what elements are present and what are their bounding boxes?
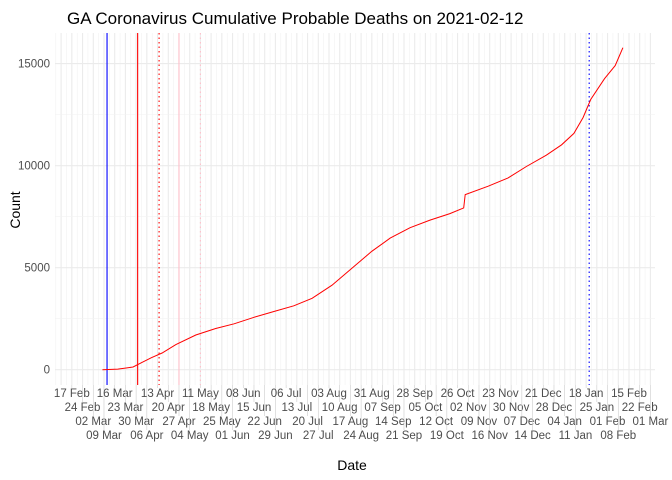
x-tick-label: 26 Oct: [441, 388, 476, 400]
x-tick-label: 24 Feb: [65, 402, 101, 414]
x-tick-label: 15 Feb: [611, 388, 647, 400]
x-tick-label: 16 Mar: [97, 388, 133, 400]
x-tick-label: 23 Mar: [108, 402, 144, 414]
y-tick-label: 15000: [18, 59, 50, 71]
x-tick-label: 12 Oct: [419, 416, 454, 428]
x-axis-ticks: 17 Feb 24 Feb 02 Mar 09 Mar 16 Mar 23 Mar 30 M…: [54, 385, 669, 442]
x-tick-label: 28 Sep: [396, 388, 432, 400]
y-tick-label: 5000: [24, 263, 50, 275]
x-tick-label: 30 Mar: [118, 416, 154, 428]
y-tick-label: 10000: [18, 161, 50, 173]
grid: [55, 33, 655, 385]
x-tick-label: 22 Jun: [247, 416, 282, 428]
y-tick-label: 0: [44, 365, 50, 377]
x-tick-label: 28 Dec: [536, 402, 573, 414]
x-tick-label: 03 Aug: [311, 388, 347, 400]
reference-lines: [106, 33, 590, 385]
x-tick-label: 14 Sep: [375, 416, 411, 428]
x-tick-label: 21 Sep: [386, 430, 422, 442]
x-tick-label: 15 Jun: [237, 402, 272, 414]
x-tick-label: 23 Nov: [482, 388, 519, 400]
x-tick-label: 09 Nov: [461, 416, 498, 428]
x-tick-label: 20 Jul: [292, 416, 323, 428]
x-tick-label: 04 Jan: [547, 416, 582, 428]
x-tick-label: 22 Feb: [622, 402, 658, 414]
x-tick-label: 24 Aug: [343, 430, 379, 442]
x-tick-label: 11 Jan: [559, 430, 593, 442]
x-tick-label: 02 Nov: [450, 402, 487, 414]
chart-title: GA Coronavirus Cumulative Probable Death…: [67, 9, 523, 28]
x-tick-label: 17 Aug: [332, 416, 368, 428]
x-tick-label: 01 Feb: [590, 416, 626, 428]
x-tick-label: 10 Aug: [322, 402, 358, 414]
x-tick-label: 29 Jun: [258, 430, 293, 442]
x-tick-label: 07 Sep: [364, 402, 400, 414]
x-tick-label: 18 May: [192, 402, 230, 414]
x-tick-label: 01 Jun: [215, 430, 250, 442]
x-axis-title: Date: [337, 457, 367, 473]
x-tick-label: 13 Apr: [141, 388, 174, 400]
x-tick-label: 02 Mar: [75, 416, 111, 428]
x-tick-label: 08 Jun: [226, 388, 261, 400]
x-tick-label: 25 May: [203, 416, 241, 428]
x-tick-label: 11 May: [182, 388, 219, 400]
x-tick-label: 27 Apr: [162, 416, 195, 428]
x-tick-label: 21 Dec: [525, 388, 562, 400]
x-tick-label: 18 Jan: [569, 388, 604, 400]
x-tick-label: 25 Jan: [580, 402, 615, 414]
x-tick-label: 19 Oct: [430, 430, 465, 442]
x-tick-label: 09 Mar: [86, 430, 122, 442]
x-tick-label: 01 Mar: [633, 416, 669, 428]
series-line: [102, 47, 624, 371]
x-tick-label: 16 Nov: [471, 430, 508, 442]
x-tick-label: 30 Nov: [493, 402, 530, 414]
y-axis-ticks: 0 5000 10000 15000: [18, 59, 50, 377]
y-axis-title: Count: [7, 191, 23, 228]
x-tick-label: 13 Jul: [281, 402, 312, 414]
x-tick-label: 08 Feb: [600, 430, 636, 442]
x-tick-label: 05 Oct: [408, 402, 443, 414]
x-tick-label: 06 Apr: [130, 430, 163, 442]
x-tick-label: 04 May: [171, 430, 209, 442]
x-tick-label: 14 Dec: [514, 430, 551, 442]
x-tick-label: 07 Dec: [504, 416, 541, 428]
x-tick-label: 31 Aug: [354, 388, 390, 400]
x-tick-label: 20 Apr: [152, 402, 185, 414]
x-tick-label: 06 Jul: [271, 388, 302, 400]
x-tick-label: 27 Jul: [303, 430, 334, 442]
x-tick-label: 17 Feb: [54, 388, 90, 400]
